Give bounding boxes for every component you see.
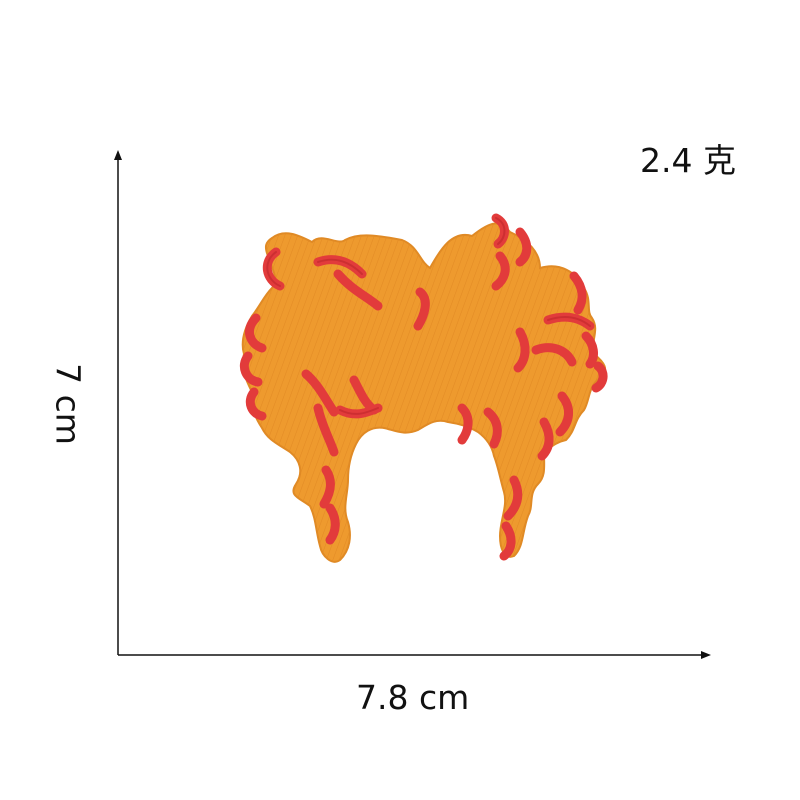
horizontal-arrowhead — [701, 651, 711, 659]
patch-body — [241, 222, 607, 563]
vertical-axis — [114, 150, 122, 655]
flame-patch — [239, 213, 608, 563]
width-label: 7.8 cm — [356, 678, 470, 717]
weight-label: 2.4 克 — [640, 141, 736, 180]
horizontal-axis — [118, 651, 711, 659]
vertical-arrowhead — [114, 150, 122, 160]
height-label: 7 cm — [48, 363, 88, 445]
patch-red-outline — [266, 217, 591, 415]
